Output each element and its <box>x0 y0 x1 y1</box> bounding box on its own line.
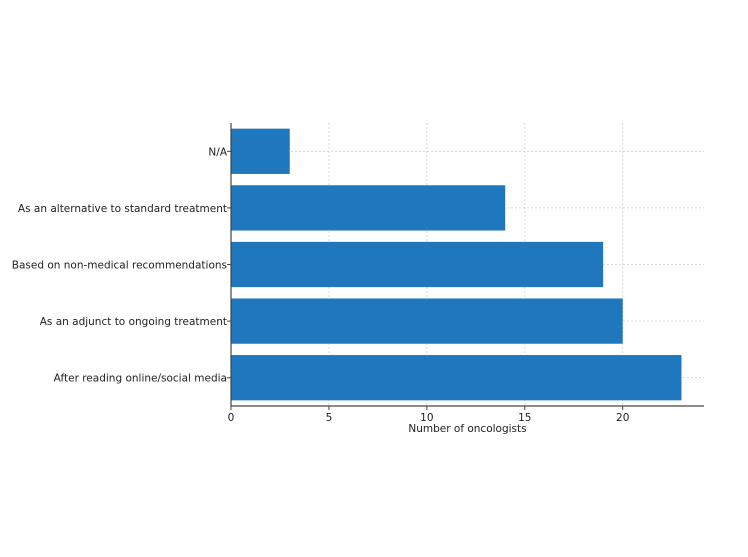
x-tick-label: 20 <box>616 412 629 424</box>
x-tick-label: 5 <box>326 412 333 424</box>
x-ticks: 0 5 10 15 20 <box>228 406 629 424</box>
y-tick-label: Based on non-medical recommendations <box>12 260 227 272</box>
bar <box>231 298 623 344</box>
bar <box>231 185 506 231</box>
bar <box>231 128 290 174</box>
bars <box>231 128 682 401</box>
y-tick-label: After reading online/social media <box>54 373 227 385</box>
y-tick-label: As an adjunct to ongoing treatment <box>40 316 227 328</box>
y-tick-label: As an alternative to standard treatment <box>18 203 227 215</box>
bar <box>231 241 604 288</box>
x-axis-title: Number of oncologists <box>408 423 526 435</box>
x-tick-label: 15 <box>518 412 531 424</box>
y-ticks: After reading online/social media As an a… <box>12 146 231 385</box>
x-tick-label: 0 <box>228 412 235 424</box>
y-tick-label: N/A <box>208 146 227 158</box>
x-tick-label: 10 <box>420 412 433 424</box>
bar <box>231 355 682 401</box>
